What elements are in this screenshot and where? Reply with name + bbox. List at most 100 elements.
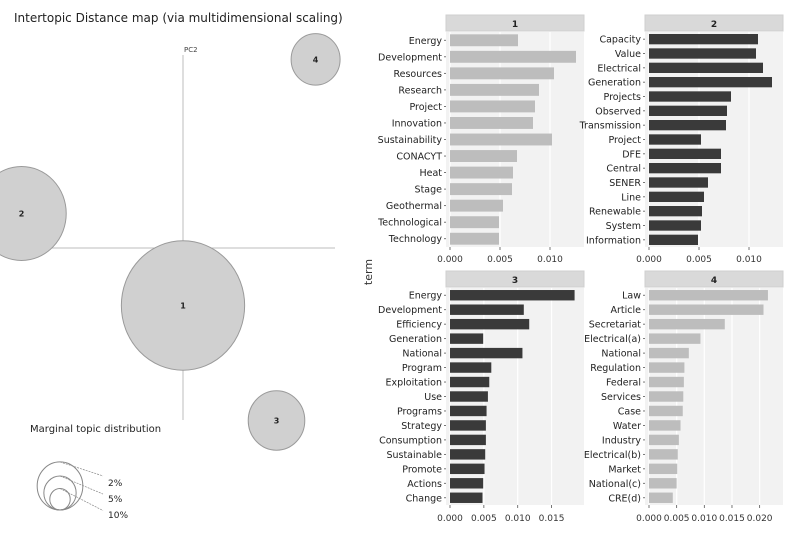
bar-2-Line xyxy=(649,191,704,202)
facet-panel-4: 4 0.000 0.005 0.010 0.015 0.020 Law Article Secr… xyxy=(584,270,784,524)
topic-circle xyxy=(290,33,341,86)
bar-3-Actions xyxy=(450,478,484,489)
legend-title: Marginal topic distribution xyxy=(30,424,161,435)
term-label: Industry xyxy=(602,435,641,446)
term-label: Sustainable xyxy=(386,450,442,461)
bar-3-Change xyxy=(450,492,483,503)
bar-2-Project xyxy=(649,134,701,145)
facet-tick-label: 0.000 xyxy=(437,514,463,524)
term-label: Use xyxy=(424,392,442,403)
term-label: Strategy xyxy=(401,421,442,432)
bar-4-Case xyxy=(649,405,683,417)
term-label: Technological xyxy=(377,218,442,229)
term-label: Program xyxy=(402,363,442,374)
facet-header-label: 1 xyxy=(512,20,518,30)
bar-2-SENER xyxy=(649,177,708,188)
facet-tick-label: 0.010 xyxy=(505,514,531,524)
term-label: Regulation xyxy=(590,363,641,374)
facet-tick-label: 0.005 xyxy=(664,514,690,524)
bar-3-Generation xyxy=(450,333,484,344)
term-label: Stage xyxy=(415,185,443,196)
term-label: Innovation xyxy=(392,118,442,129)
facet-tick-label: 0.015 xyxy=(539,514,565,524)
bar-1-CONACYT xyxy=(450,150,517,162)
term-label: Resources xyxy=(393,69,442,80)
term-label: National xyxy=(601,349,641,360)
term-label: Law xyxy=(622,291,641,302)
bar-4-Article xyxy=(649,304,764,315)
bar-4-Water xyxy=(649,420,681,431)
bar-1-Innovation xyxy=(450,117,533,129)
term-label: Renewable xyxy=(589,207,641,218)
term-label: DFE xyxy=(622,149,641,160)
term-label: Market xyxy=(608,464,641,475)
bar-2-Information xyxy=(649,234,698,245)
term-label: Exploitation xyxy=(386,378,443,389)
bar-4-Law xyxy=(649,290,768,301)
marginal-legend: Marginal topic distribution 2% 5% 10% xyxy=(30,424,161,521)
facet-tick-label: 0.010 xyxy=(537,255,563,265)
term-label: Electrical xyxy=(597,63,641,74)
bar-1-Stage xyxy=(450,183,512,196)
topic-bubble-1: 1 xyxy=(120,240,246,371)
bar-3-Promote xyxy=(450,463,485,475)
bar-1-Heat xyxy=(450,166,513,179)
bar-4-Electrical(b) xyxy=(649,449,678,460)
bar-4-Federal xyxy=(649,376,684,388)
bar-1-Research xyxy=(450,83,539,96)
bar-2-DFE xyxy=(649,148,721,159)
term-label: Heat xyxy=(419,168,442,179)
facet-header-label: 4 xyxy=(711,276,717,286)
legend-leader xyxy=(59,475,104,495)
bar-4-Industry xyxy=(649,434,679,446)
term-label: Capacity xyxy=(599,35,641,46)
facet-tick-label: 0.015 xyxy=(719,514,745,524)
term-label: Sustainability xyxy=(378,135,443,146)
bar-4-National xyxy=(649,347,689,359)
term-label: Secretariat xyxy=(589,320,642,331)
bar-3-Program xyxy=(450,362,492,373)
legend-size-2% xyxy=(49,488,104,511)
topic-label: 2 xyxy=(19,210,25,219)
bar-3-Use xyxy=(450,391,488,402)
topic-bubble-4: 4 xyxy=(290,33,341,86)
facet-header-label: 2 xyxy=(711,20,717,30)
facet-y-label: term xyxy=(362,259,375,285)
facet-panel-1: 1 0.000 0.005 0.010 Energy Development Resourc… xyxy=(377,14,585,265)
term-label: Change xyxy=(406,493,443,504)
bar-3-Strategy xyxy=(450,420,486,431)
term-label: Energy xyxy=(409,291,443,302)
bar-2-Renewable xyxy=(649,206,702,217)
facet-tick-label: 0.005 xyxy=(471,514,497,524)
bar-3-Energy xyxy=(450,290,575,301)
legend-label: 5% xyxy=(108,495,123,505)
term-label: System xyxy=(606,221,641,232)
term-label: Generation xyxy=(588,78,641,89)
legend-label: 10% xyxy=(108,511,128,521)
term-label: Transmission xyxy=(579,121,641,132)
term-label: Project xyxy=(608,135,641,146)
term-label: CONACYT xyxy=(396,152,442,163)
bar-1-Development xyxy=(450,50,576,63)
term-label: Services xyxy=(601,392,641,403)
facet-grid: 10.000 0.005 0.010EnergyDevelopmentResourc… xyxy=(377,14,784,524)
bar-2-Central xyxy=(649,163,721,174)
term-label: Research xyxy=(398,85,442,96)
bar-4-Services xyxy=(649,391,684,402)
term-label: Value xyxy=(615,49,641,60)
term-label: Consumption xyxy=(379,435,442,446)
term-label: CRE(d) xyxy=(608,493,641,504)
bar-4-Market xyxy=(649,463,678,475)
pc2-axis-label: PC2 xyxy=(184,46,198,54)
facet-tick-label: 0.010 xyxy=(691,514,717,524)
facet-tick-label: 0.000 xyxy=(636,255,662,265)
facet-tick-label: 0.005 xyxy=(686,255,712,265)
bar-1-Resources xyxy=(450,67,554,80)
bar-3-Consumption xyxy=(450,434,486,446)
bar-4-National(c) xyxy=(649,478,677,489)
term-label: Geothermal xyxy=(386,201,442,212)
facet-panel-2: 2 0.000 0.005 0.010 Capacity Value Electrical G… xyxy=(579,14,784,265)
legend-circle xyxy=(49,488,71,511)
bar-1-Energy xyxy=(450,34,518,47)
